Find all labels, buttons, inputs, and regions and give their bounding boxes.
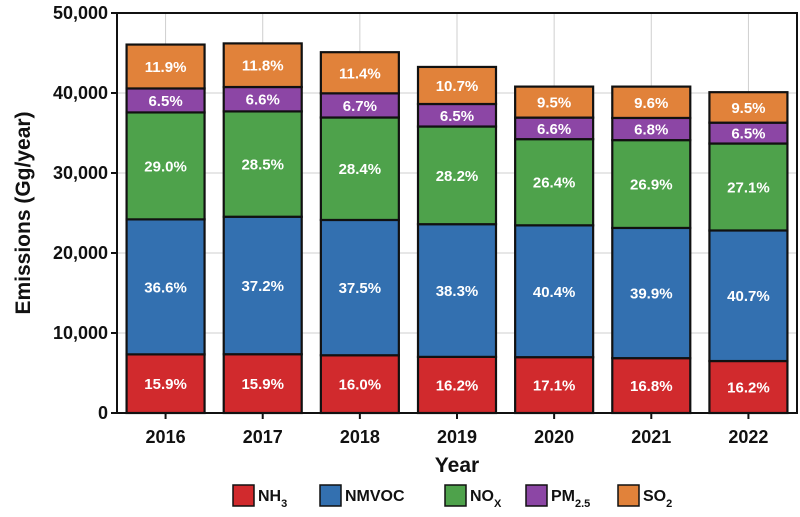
x-tick-label: 2016 [146,427,186,447]
data-label: 11.4% [339,65,381,82]
data-label: 40.4% [533,284,576,301]
legend-entry: NOX [470,488,502,510]
data-label: 26.4% [533,175,576,192]
data-label: 28.5% [241,157,284,174]
data-label: 9.6% [634,95,668,112]
data-label: 16.2% [436,377,479,394]
bar-segment-nh3 [416,355,498,415]
bar-segment-nh3 [125,353,206,415]
data-label: 11.8% [242,58,284,75]
data-label: 6.7% [343,98,377,115]
bar-segment-nmvoc [416,223,498,358]
data-label: 9.5% [731,100,765,117]
bar-segment-nmvoc [514,224,595,359]
data-label: 16.0% [339,377,382,394]
data-label: 16.8% [630,378,673,395]
bar-segment-nh3 [514,356,595,415]
data-label: 39.9% [630,286,673,303]
data-label: 40.7% [727,288,770,305]
y-tick-label: 20,000 [53,243,108,263]
bar-segment-nox [125,111,206,221]
x-tick-label: 2020 [534,427,574,447]
x-tick-label: 2019 [437,427,477,447]
data-label: 38.3% [436,283,479,300]
legend-swatch [617,484,640,507]
legend-entry: PM2.5 [551,488,590,510]
bar-segment-nox [319,116,400,222]
data-label: 28.2% [436,168,479,185]
bar-segment-so2 [125,43,206,90]
legend-entry: NH3 [258,488,287,510]
y-tick-label: 30,000 [53,163,108,183]
data-label: 37.5% [339,280,382,297]
x-tick-label: 2022 [728,427,768,447]
bar-segment-nh3 [319,354,400,415]
legend: NH3 NMVOC NOX PM2.5 SO2 [232,484,672,510]
axes: 0 10,000 20,000 30,000 40,000 50,000 2016 2017 2… [53,3,769,447]
bar-segment-nmvoc [222,215,303,356]
bar-segment-so2 [319,51,400,95]
bar-segment-nh3 [222,353,303,415]
data-label: 6.5% [440,108,474,125]
y-axis-title: Emissions (Gg/year) [12,111,35,314]
legend-swatch [525,484,548,507]
data-label: 17.1% [533,378,576,395]
data-label: 6.6% [537,121,571,138]
data-label: 27.1% [727,179,770,196]
bar-segment-so2 [611,85,692,120]
bar-segment-so2 [708,91,789,124]
data-label: 26.9% [630,177,673,194]
legend-swatch [444,484,467,507]
data-label: 15.9% [144,376,187,393]
data-label: 11.9% [145,59,187,76]
data-label: 28.4% [339,161,382,178]
legend-swatch [319,484,342,507]
bar-segment-nox [708,142,789,232]
bar-segment-pm25 [222,85,303,113]
data-label: 6.8% [634,122,668,139]
y-tick-label: 40,000 [53,83,108,103]
y-tick-label: 10,000 [53,323,108,343]
x-axis-title: Year [435,454,479,477]
bar-segment-pm25 [319,92,400,119]
bar-segment-nox [611,139,692,230]
bar-segment-nmvoc [611,226,692,360]
legend-entry: SO2 [643,488,672,510]
x-tick-label: 2018 [340,427,380,447]
legend-entry: NMVOC [345,488,405,505]
segment-labels: 15.9% 36.6% 29.0% 6.5% 11.9% 15.9% 37.2% 28.5% 6… [144,58,769,397]
y-tick-label: 0 [98,403,108,423]
bar-segment-so2 [416,65,498,106]
data-label: 6.6% [246,92,280,109]
data-label: 6.5% [731,126,765,143]
data-label: 16.2% [727,380,770,397]
data-label: 9.5% [537,95,571,112]
bars [125,42,789,415]
x-tick-label: 2021 [631,427,671,447]
data-label: 6.5% [148,93,182,110]
y-tick-label: 50,000 [53,3,108,23]
bar-segment-nmvoc [708,229,789,363]
data-label: 29.0% [144,158,187,175]
bar-segment-nox [416,125,498,226]
bar-segment-nmvoc [125,218,206,356]
bar-segment-so2 [222,42,303,89]
bar-segment-so2 [514,85,595,119]
data-label: 10.7% [436,78,479,95]
data-label: 36.6% [144,279,187,296]
data-label: 15.9% [241,376,284,393]
legend-swatch [232,484,255,507]
x-tick-label: 2017 [243,427,283,447]
data-label: 37.2% [241,278,284,295]
